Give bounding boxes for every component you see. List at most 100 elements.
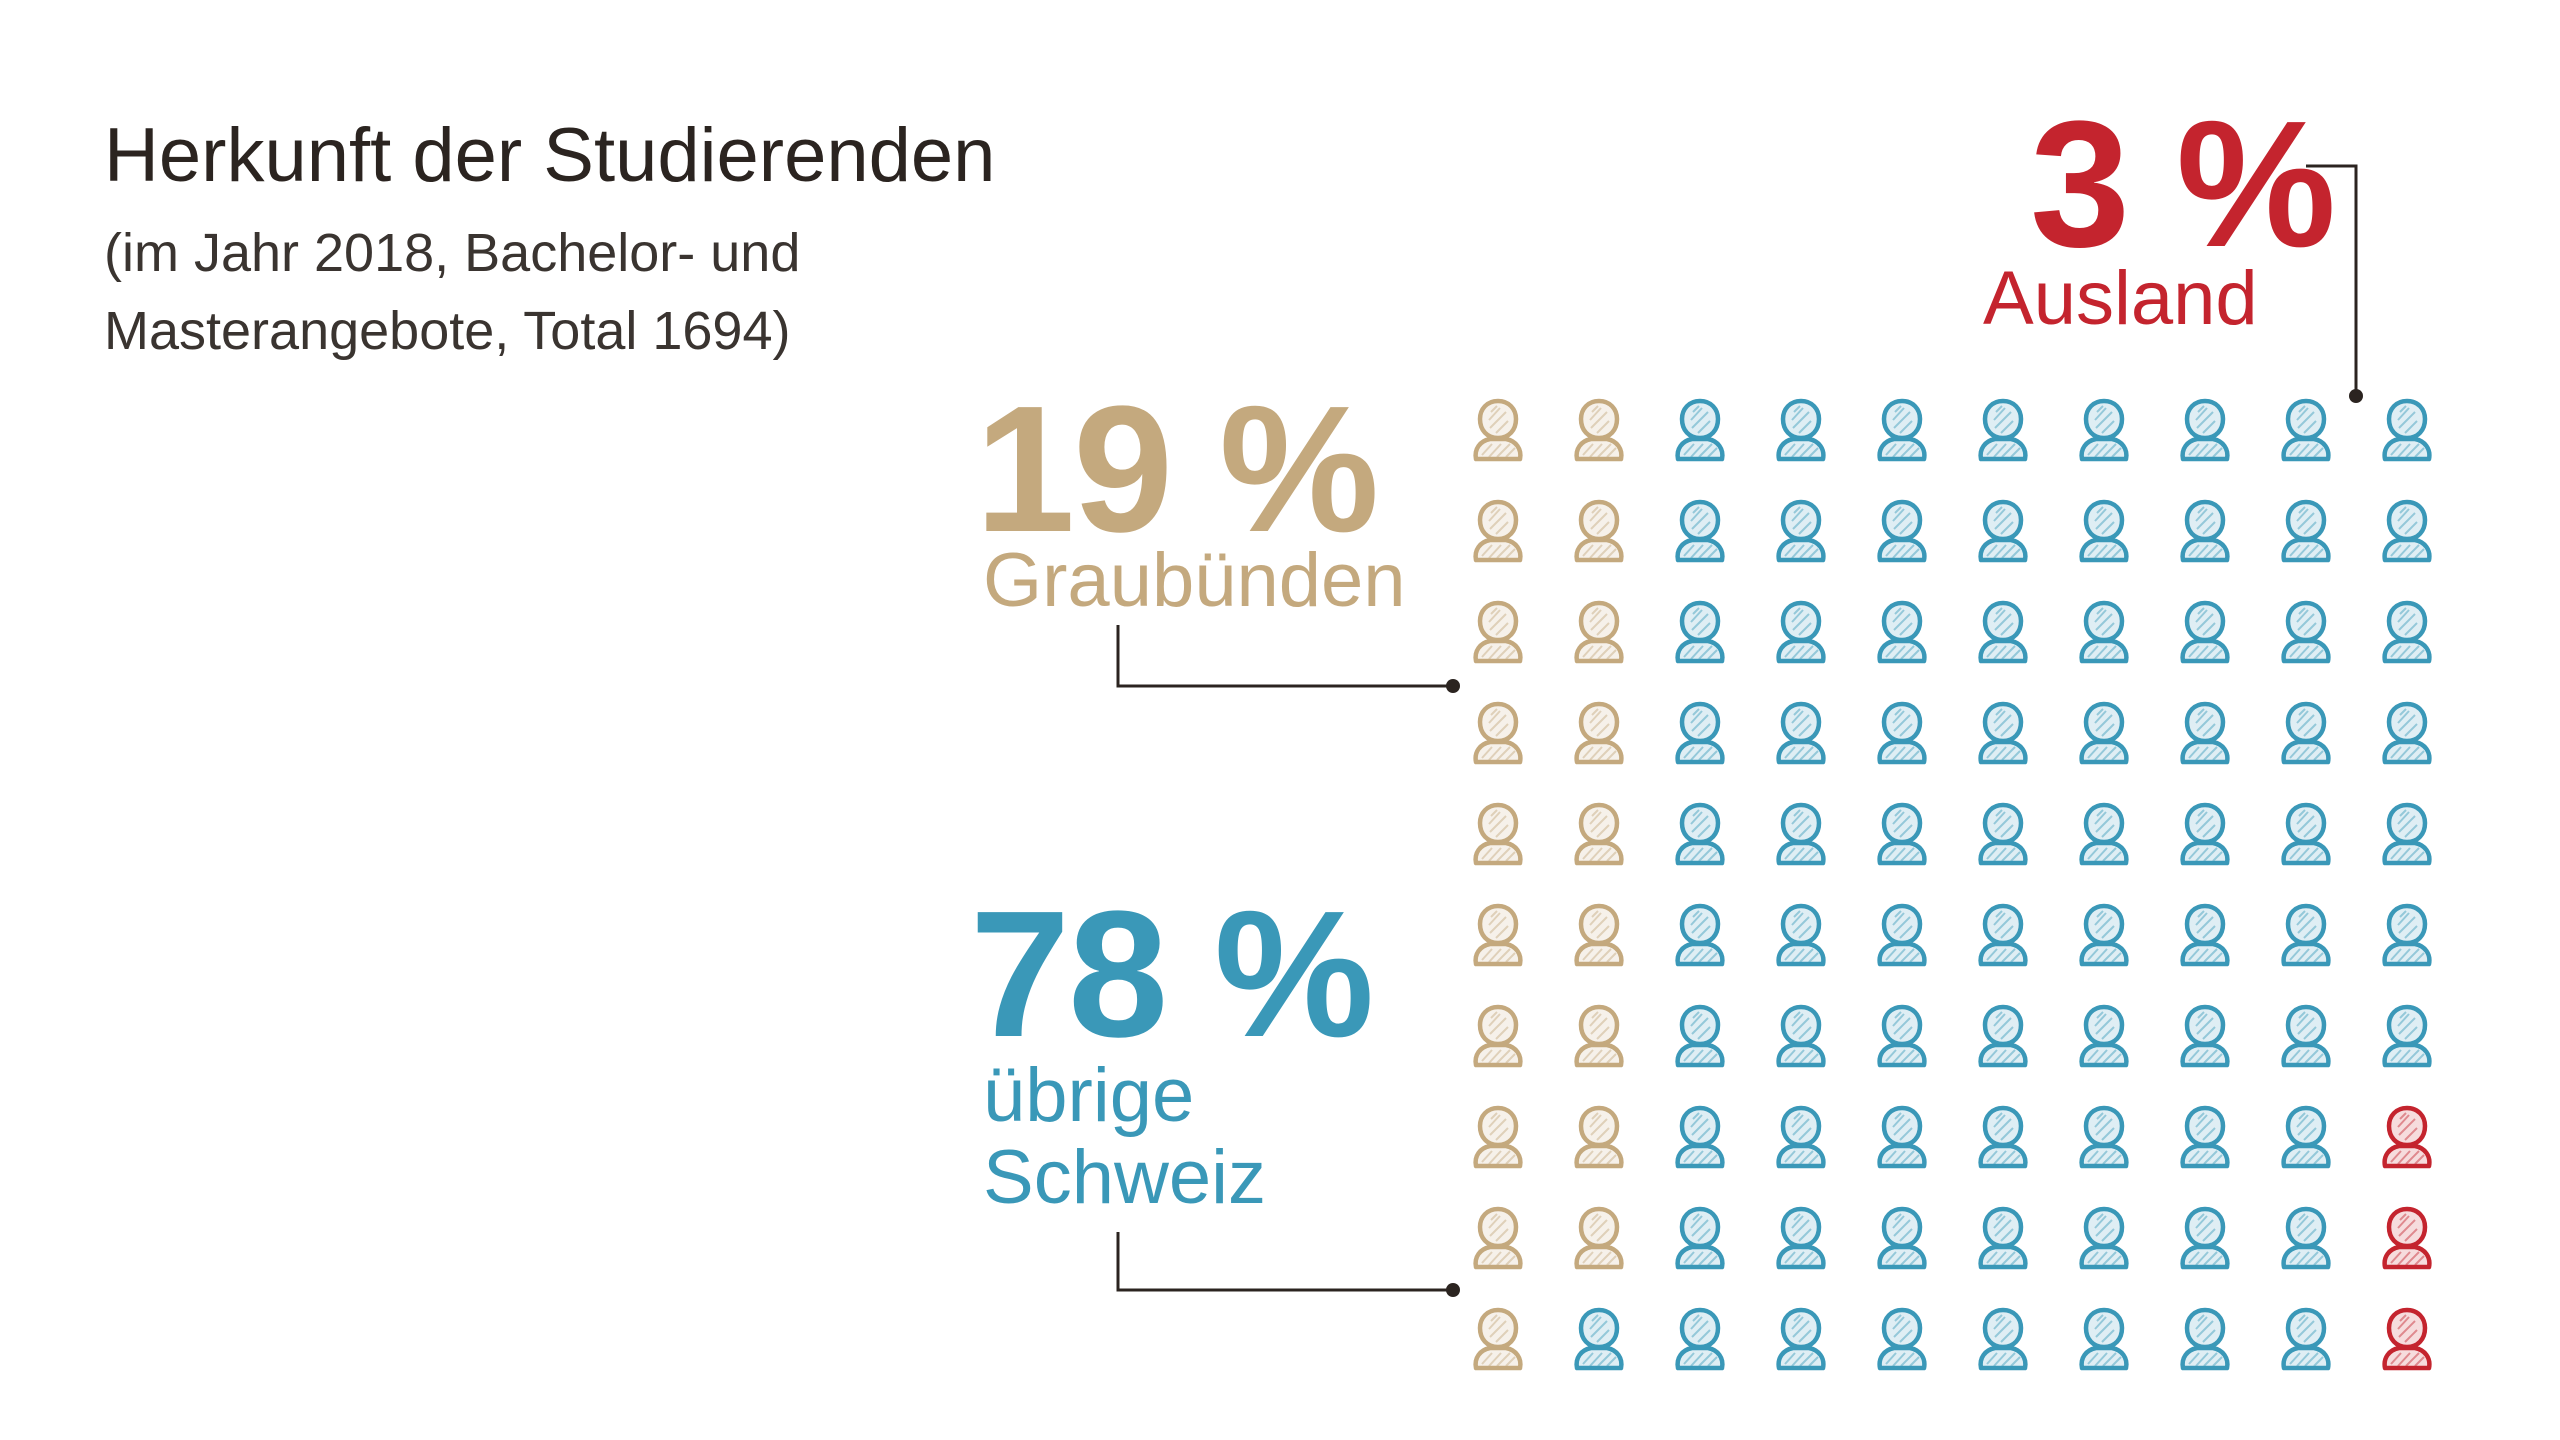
person-icon-schweiz: [2183, 1310, 2228, 1368]
person-icon-graubuenden: [1476, 1209, 1521, 1267]
person-icon-schweiz: [1981, 1108, 2026, 1166]
person-icon-graubuenden: [1577, 704, 1622, 762]
person-icon-schweiz: [2082, 1209, 2127, 1267]
person-icon-schweiz: [2284, 603, 2329, 661]
person-icon-schweiz: [2183, 1108, 2228, 1166]
person-icon-schweiz: [1880, 1310, 1925, 1368]
person-icon-schweiz: [1981, 401, 2026, 459]
person-icon-schweiz: [2082, 1310, 2127, 1368]
person-icon-schweiz: [2385, 906, 2430, 964]
person-icon-schweiz: [2183, 603, 2228, 661]
label-graubuenden: Graubünden: [983, 538, 1406, 623]
person-icon-schweiz: [1981, 906, 2026, 964]
subtitle-line-1: (im Jahr 2018, Bachelor- und: [104, 223, 801, 283]
person-icon-schweiz: [2082, 1007, 2127, 1065]
person-icon-schweiz: [1678, 805, 1723, 863]
person-icon-schweiz: [2284, 502, 2329, 560]
person-icon-schweiz: [2385, 603, 2430, 661]
person-icon-ausland: [2385, 1209, 2430, 1267]
person-icon-schweiz: [1880, 603, 1925, 661]
connector-lines: [1116, 164, 2363, 1297]
person-icon-schweiz: [2183, 906, 2228, 964]
person-icon-graubuenden: [1476, 401, 1521, 459]
person-icon-schweiz: [1678, 1007, 1723, 1065]
person-icon-graubuenden: [1476, 1007, 1521, 1065]
person-icon-graubuenden: [1476, 603, 1521, 661]
person-icon-schweiz: [1779, 401, 1824, 459]
person-icon-schweiz: [2183, 805, 2228, 863]
person-icon-graubuenden: [1577, 1108, 1622, 1166]
person-icon-graubuenden: [1577, 401, 1622, 459]
person-icon-schweiz: [2183, 704, 2228, 762]
person-icon-schweiz: [2385, 401, 2430, 459]
person-icon-graubuenden: [1476, 906, 1521, 964]
person-icon-schweiz: [1577, 1310, 1622, 1368]
person-icon-schweiz: [2284, 704, 2329, 762]
person-icon-schweiz: [1880, 906, 1925, 964]
person-icon-schweiz: [1981, 1310, 2026, 1368]
person-icon-schweiz: [1678, 401, 1723, 459]
person-icon-schweiz: [2385, 502, 2430, 560]
person-icon-graubuenden: [1577, 1209, 1622, 1267]
person-icon-schweiz: [2284, 1007, 2329, 1065]
person-icon-schweiz: [2284, 401, 2329, 459]
person-icon-graubuenden: [1577, 805, 1622, 863]
percent-graubuenden: 19 %: [975, 369, 1379, 570]
connector-ausland-dot: [2349, 389, 2363, 403]
person-icon-schweiz: [1880, 401, 1925, 459]
connector-schweiz-dot: [1446, 1283, 1460, 1297]
percent-ausland: 3 %: [2030, 84, 2336, 285]
person-icon-graubuenden: [1577, 1007, 1622, 1065]
label-ausland: Ausland: [1983, 256, 2258, 341]
person-icon-schweiz: [2284, 1108, 2329, 1166]
person-icon-schweiz: [1880, 1209, 1925, 1267]
person-icon-schweiz: [1779, 805, 1824, 863]
person-icon-schweiz: [2183, 502, 2228, 560]
chart-subtitle: (im Jahr 2018, Bachelor- und Masterangeb…: [104, 214, 800, 370]
person-icon-schweiz: [2082, 603, 2127, 661]
person-icon-schweiz: [2082, 805, 2127, 863]
person-icon-schweiz: [1779, 704, 1824, 762]
person-icon-schweiz: [2082, 906, 2127, 964]
person-icon-schweiz: [2082, 502, 2127, 560]
person-icon-schweiz: [2082, 704, 2127, 762]
person-icon-schweiz: [1779, 1310, 1824, 1368]
connector-schweiz: [1116, 1232, 1453, 1292]
person-icon-graubuenden: [1476, 1108, 1521, 1166]
subtitle-line-2: Masterangebote, Total 1694): [104, 301, 791, 361]
person-icon-schweiz: [1779, 603, 1824, 661]
person-icon-graubuenden: [1577, 906, 1622, 964]
person-icon-schweiz: [2284, 1209, 2329, 1267]
person-icon-schweiz: [1678, 1209, 1723, 1267]
person-icon-graubuenden: [1577, 502, 1622, 560]
person-icon-schweiz: [2284, 1310, 2329, 1368]
person-icon-schweiz: [2082, 1108, 2127, 1166]
label-schweiz: übrige Schweiz: [983, 1053, 1266, 1221]
person-icon-schweiz: [1779, 1209, 1824, 1267]
person-icon-schweiz: [1880, 704, 1925, 762]
person-icon-schweiz: [1678, 1108, 1723, 1166]
person-icon-schweiz: [1981, 704, 2026, 762]
person-icon-schweiz: [1678, 704, 1723, 762]
person-icon-schweiz: [2183, 401, 2228, 459]
person-icon-schweiz: [1981, 1209, 2026, 1267]
person-icon-schweiz: [2082, 401, 2127, 459]
person-icon-schweiz: [1981, 603, 2026, 661]
person-icon-graubuenden: [1476, 1310, 1521, 1368]
label-schweiz-line-1: übrige: [983, 1053, 1195, 1138]
person-icon-schweiz: [1880, 502, 1925, 560]
person-icon-schweiz: [1678, 502, 1723, 560]
person-icon-schweiz: [1981, 1007, 2026, 1065]
percent-schweiz: 78 %: [970, 874, 1374, 1075]
person-icon-schweiz: [1880, 1007, 1925, 1065]
chart-title: Herkunft der Studierenden: [104, 113, 996, 198]
person-icon-schweiz: [2183, 1007, 2228, 1065]
person-icon-schweiz: [1678, 906, 1723, 964]
person-icon-schweiz: [1981, 502, 2026, 560]
person-icon-schweiz: [2284, 906, 2329, 964]
person-icon-schweiz: [1779, 1007, 1824, 1065]
person-icon-graubuenden: [1476, 704, 1521, 762]
connector-ausland: [2306, 164, 2358, 396]
label-schweiz-line-2: Schweiz: [983, 1135, 1266, 1221]
person-icon-schweiz: [1678, 1310, 1723, 1368]
